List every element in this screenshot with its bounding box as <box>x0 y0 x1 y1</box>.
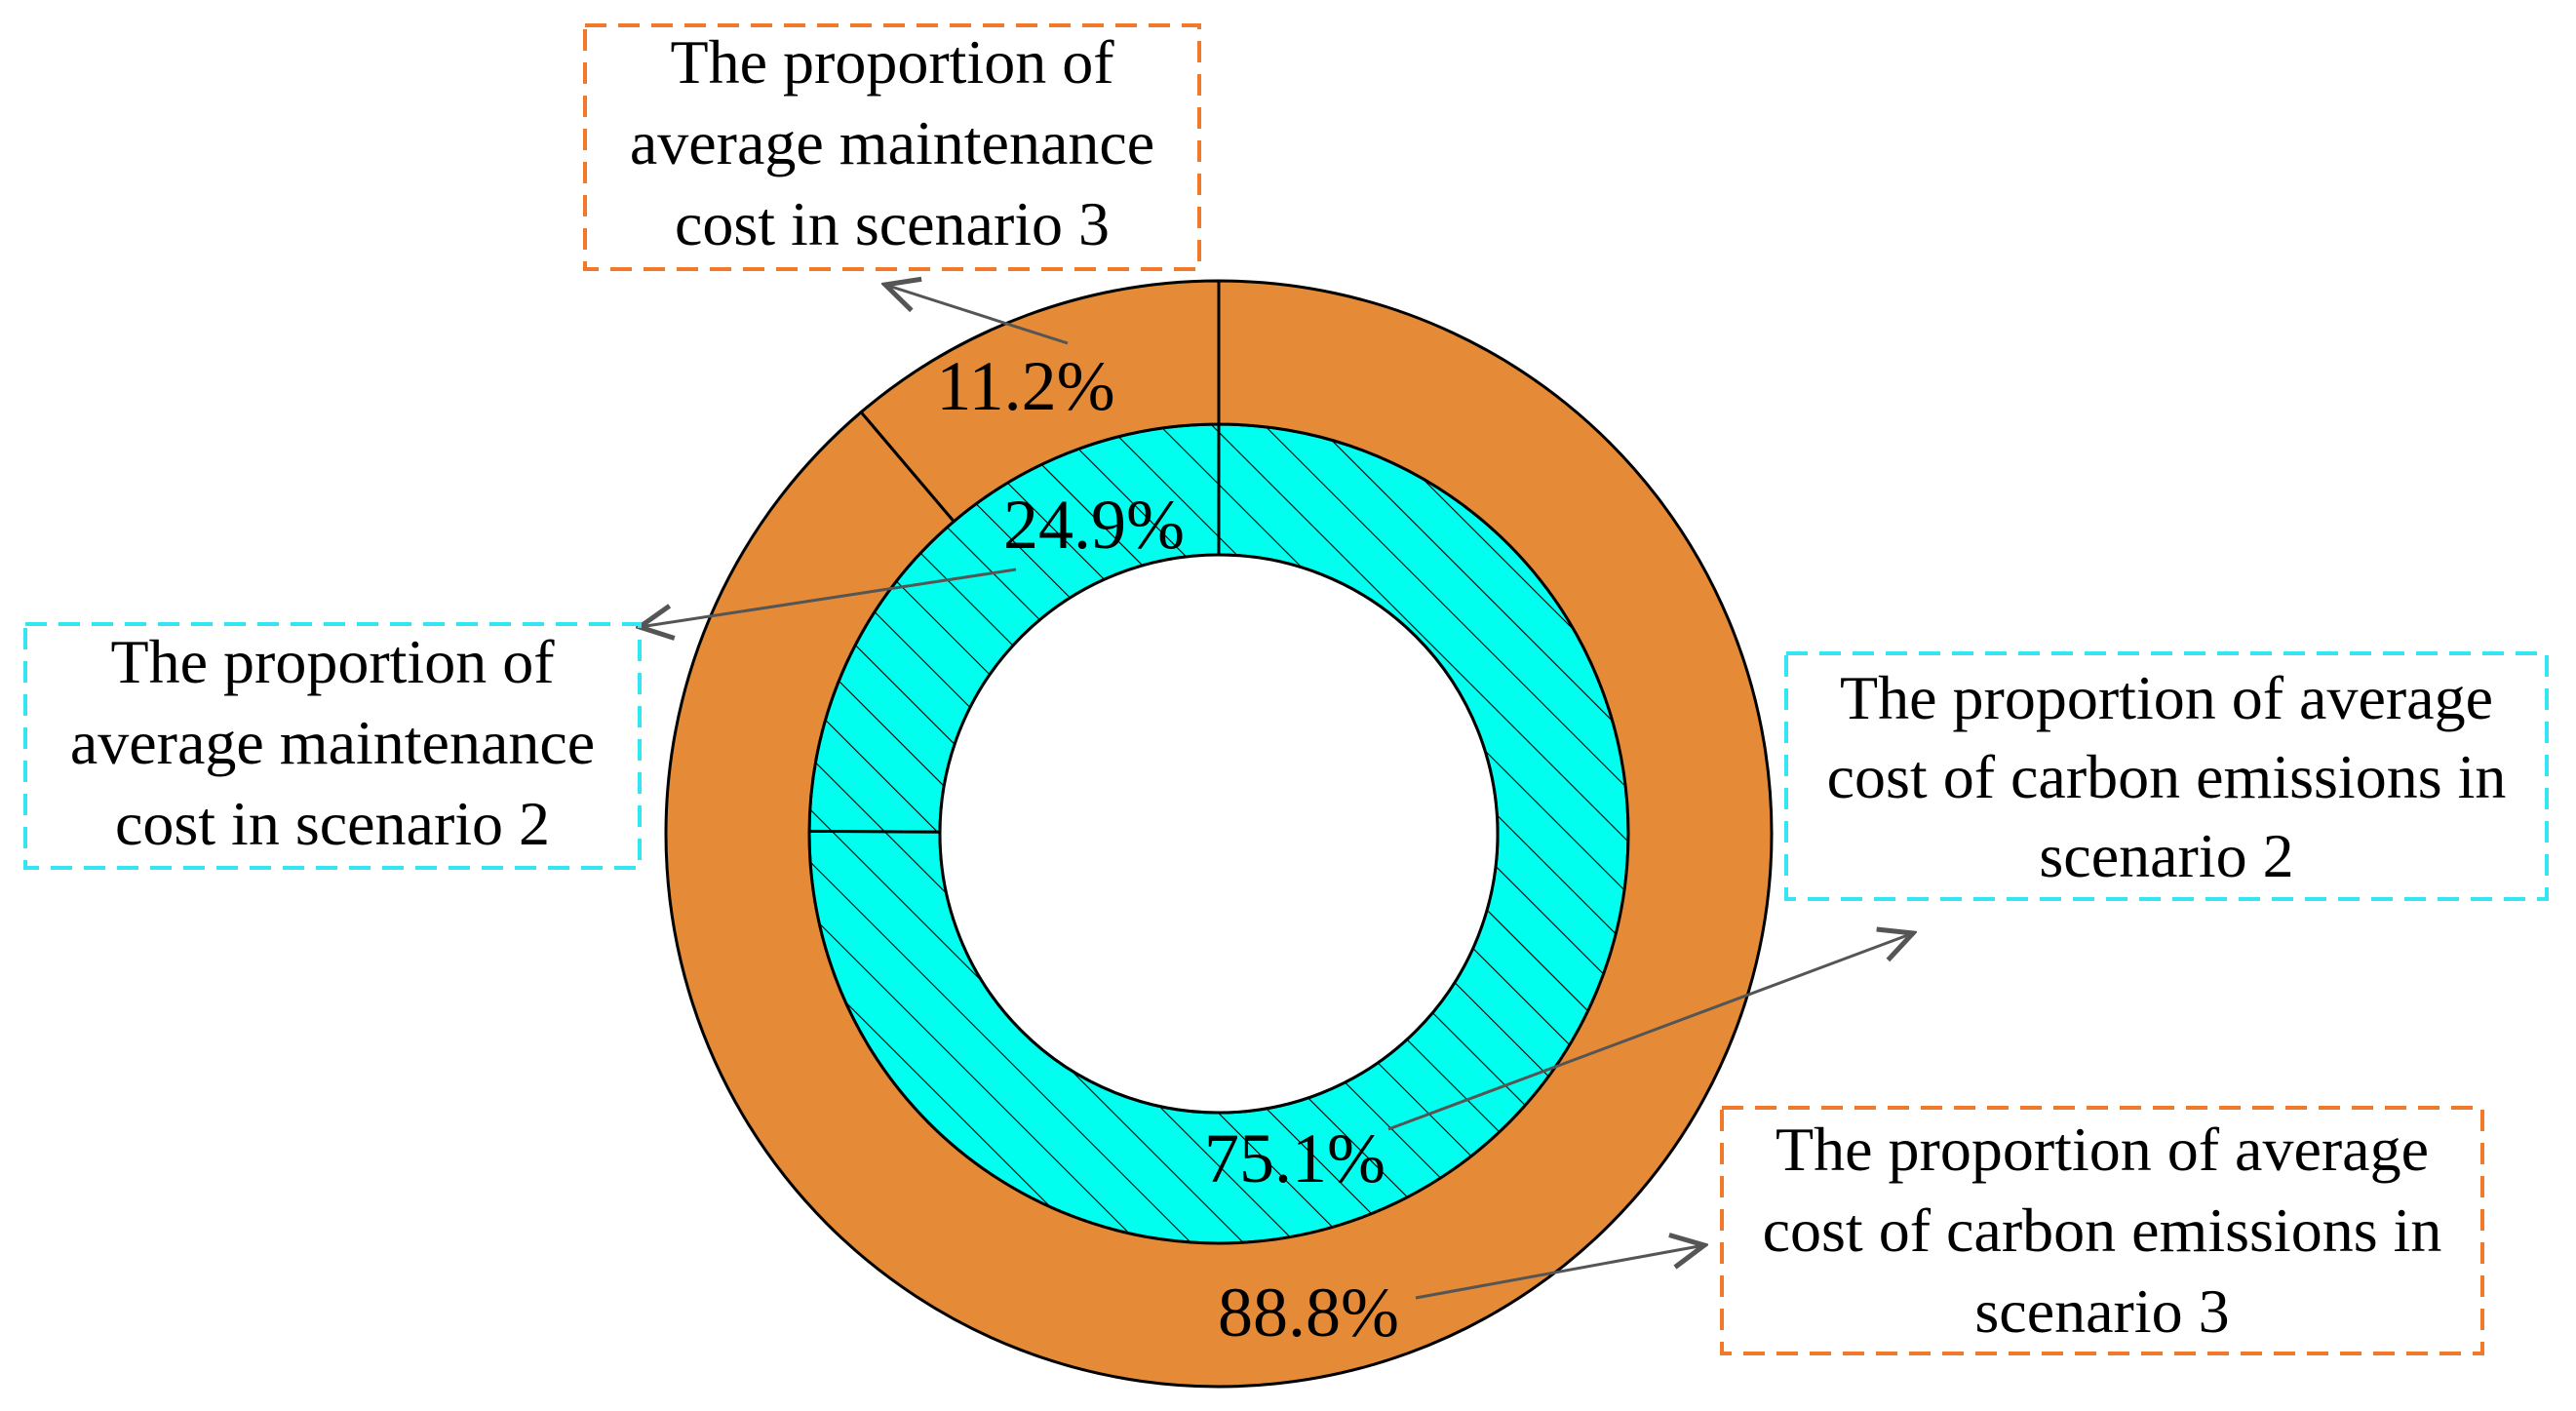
callout-line: cost in scenario 2 <box>115 789 550 858</box>
callout-line: The proportion of average <box>1840 663 2493 732</box>
callout-line: The proportion of <box>671 27 1115 97</box>
callout-line: scenario 2 <box>2039 821 2293 890</box>
callout-outer-carbon: The proportion of average cost of carbon… <box>1720 1106 2484 1355</box>
leader-line-outer-carbon <box>1415 1245 1704 1300</box>
callouts: The proportion of average maintenance co… <box>23 23 2549 1355</box>
callout-box <box>583 23 1201 271</box>
slice-labels: 11.2% 24.9% 75.1% 88.8% <box>936 347 1399 1352</box>
callout-line: average maintenance <box>70 708 595 777</box>
donut-rings <box>664 279 1774 1389</box>
callout-line: cost of carbon emissions in <box>1763 1195 2442 1265</box>
callout-inner-maintenance: The proportion of average maintenance co… <box>23 622 642 870</box>
callout-inner-carbon: The proportion of average cost of carbon… <box>1784 651 2549 901</box>
callout-box <box>1784 651 2549 901</box>
callout-line: average maintenance <box>630 108 1154 177</box>
leader-line-outer-maintenance <box>885 285 1069 345</box>
slice-label-outer-maintenance: 11.2% <box>936 347 1114 425</box>
callout-box <box>23 622 642 870</box>
slice-label-inner-maintenance: 24.9% <box>1003 486 1185 564</box>
callout-line: The proportion of <box>111 627 556 696</box>
slice-label-inner-carbon: 75.1% <box>1204 1119 1386 1197</box>
donut-hole <box>938 553 1500 1115</box>
callout-line: scenario 3 <box>1974 1276 2229 1346</box>
leader-line-inner-carbon <box>1387 933 1913 1131</box>
callout-line: cost of carbon emissions in <box>1827 742 2507 811</box>
leader-line-inner-maintenance <box>640 568 1017 627</box>
slice-label-outer-carbon: 88.8% <box>1218 1274 1399 1352</box>
leader-lines <box>640 285 1913 1300</box>
callout-outer-maintenance: The proportion of average maintenance co… <box>583 23 1201 271</box>
callout-line: The proportion of average <box>1776 1115 2429 1184</box>
callout-line: cost in scenario 3 <box>675 189 1110 258</box>
callout-box <box>1720 1106 2484 1355</box>
outer-slice-carbon <box>664 279 1774 1389</box>
